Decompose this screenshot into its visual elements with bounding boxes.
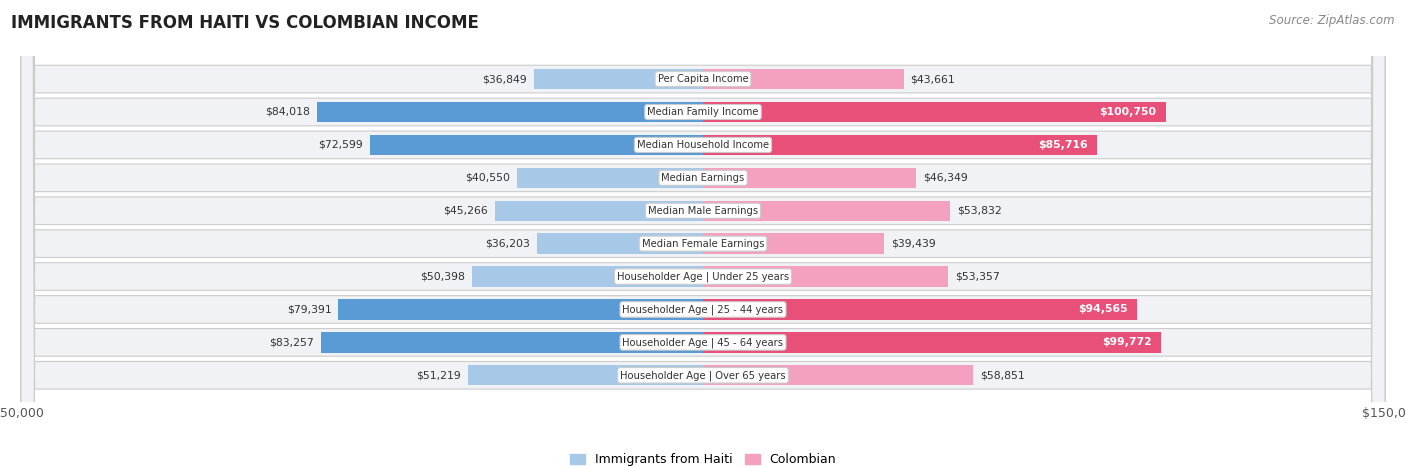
Bar xyxy=(517,168,703,188)
FancyBboxPatch shape xyxy=(21,0,1385,467)
Bar xyxy=(534,69,703,89)
Bar xyxy=(318,102,703,122)
Text: Householder Age | Over 65 years: Householder Age | Over 65 years xyxy=(620,370,786,381)
Text: $51,219: $51,219 xyxy=(416,370,461,380)
Text: Source: ZipAtlas.com: Source: ZipAtlas.com xyxy=(1270,14,1395,27)
Bar xyxy=(468,365,703,385)
Text: Median Household Income: Median Household Income xyxy=(637,140,769,150)
Bar xyxy=(370,134,703,155)
Text: Per Capita Income: Per Capita Income xyxy=(658,74,748,84)
Text: Median Earnings: Median Earnings xyxy=(661,173,745,183)
Text: $100,750: $100,750 xyxy=(1099,107,1157,117)
Text: Median Male Earnings: Median Male Earnings xyxy=(648,206,758,216)
Bar xyxy=(703,266,948,287)
Bar xyxy=(703,234,884,254)
Bar xyxy=(703,134,1097,155)
Bar xyxy=(537,234,703,254)
FancyBboxPatch shape xyxy=(21,0,1385,467)
FancyBboxPatch shape xyxy=(21,0,1385,467)
Text: IMMIGRANTS FROM HAITI VS COLOMBIAN INCOME: IMMIGRANTS FROM HAITI VS COLOMBIAN INCOM… xyxy=(11,14,479,32)
Text: Householder Age | 25 - 44 years: Householder Age | 25 - 44 years xyxy=(623,304,783,315)
FancyBboxPatch shape xyxy=(21,0,1385,467)
Bar xyxy=(703,299,1137,320)
Text: $36,203: $36,203 xyxy=(485,239,530,248)
FancyBboxPatch shape xyxy=(21,0,1385,467)
Bar xyxy=(471,266,703,287)
Text: $94,565: $94,565 xyxy=(1078,304,1128,314)
FancyBboxPatch shape xyxy=(21,0,1385,467)
Bar xyxy=(703,69,904,89)
Text: Median Family Income: Median Family Income xyxy=(647,107,759,117)
Bar xyxy=(321,332,703,353)
FancyBboxPatch shape xyxy=(21,0,1385,467)
Text: $40,550: $40,550 xyxy=(465,173,510,183)
Legend: Immigrants from Haiti, Colombian: Immigrants from Haiti, Colombian xyxy=(565,448,841,467)
Text: $53,832: $53,832 xyxy=(957,206,1002,216)
FancyBboxPatch shape xyxy=(21,0,1385,467)
Text: Householder Age | Under 25 years: Householder Age | Under 25 years xyxy=(617,271,789,282)
Bar xyxy=(495,200,703,221)
Text: $85,716: $85,716 xyxy=(1038,140,1087,150)
Text: $46,349: $46,349 xyxy=(922,173,967,183)
Text: $53,357: $53,357 xyxy=(955,271,1000,282)
Text: Median Female Earnings: Median Female Earnings xyxy=(641,239,765,248)
Text: $72,599: $72,599 xyxy=(318,140,363,150)
Bar xyxy=(703,332,1161,353)
Bar xyxy=(703,168,915,188)
Bar xyxy=(703,102,1166,122)
Text: $99,772: $99,772 xyxy=(1102,337,1152,347)
Bar xyxy=(339,299,703,320)
Text: $58,851: $58,851 xyxy=(980,370,1025,380)
Text: $39,439: $39,439 xyxy=(891,239,936,248)
Text: $45,266: $45,266 xyxy=(443,206,488,216)
Text: $84,018: $84,018 xyxy=(266,107,311,117)
Bar xyxy=(703,200,950,221)
Text: $36,849: $36,849 xyxy=(482,74,527,84)
Text: Householder Age | 45 - 64 years: Householder Age | 45 - 64 years xyxy=(623,337,783,347)
Text: $79,391: $79,391 xyxy=(287,304,332,314)
Bar xyxy=(703,365,973,385)
FancyBboxPatch shape xyxy=(21,0,1385,467)
Text: $43,661: $43,661 xyxy=(911,74,955,84)
Text: $83,257: $83,257 xyxy=(269,337,314,347)
Text: $50,398: $50,398 xyxy=(420,271,464,282)
FancyBboxPatch shape xyxy=(21,0,1385,467)
